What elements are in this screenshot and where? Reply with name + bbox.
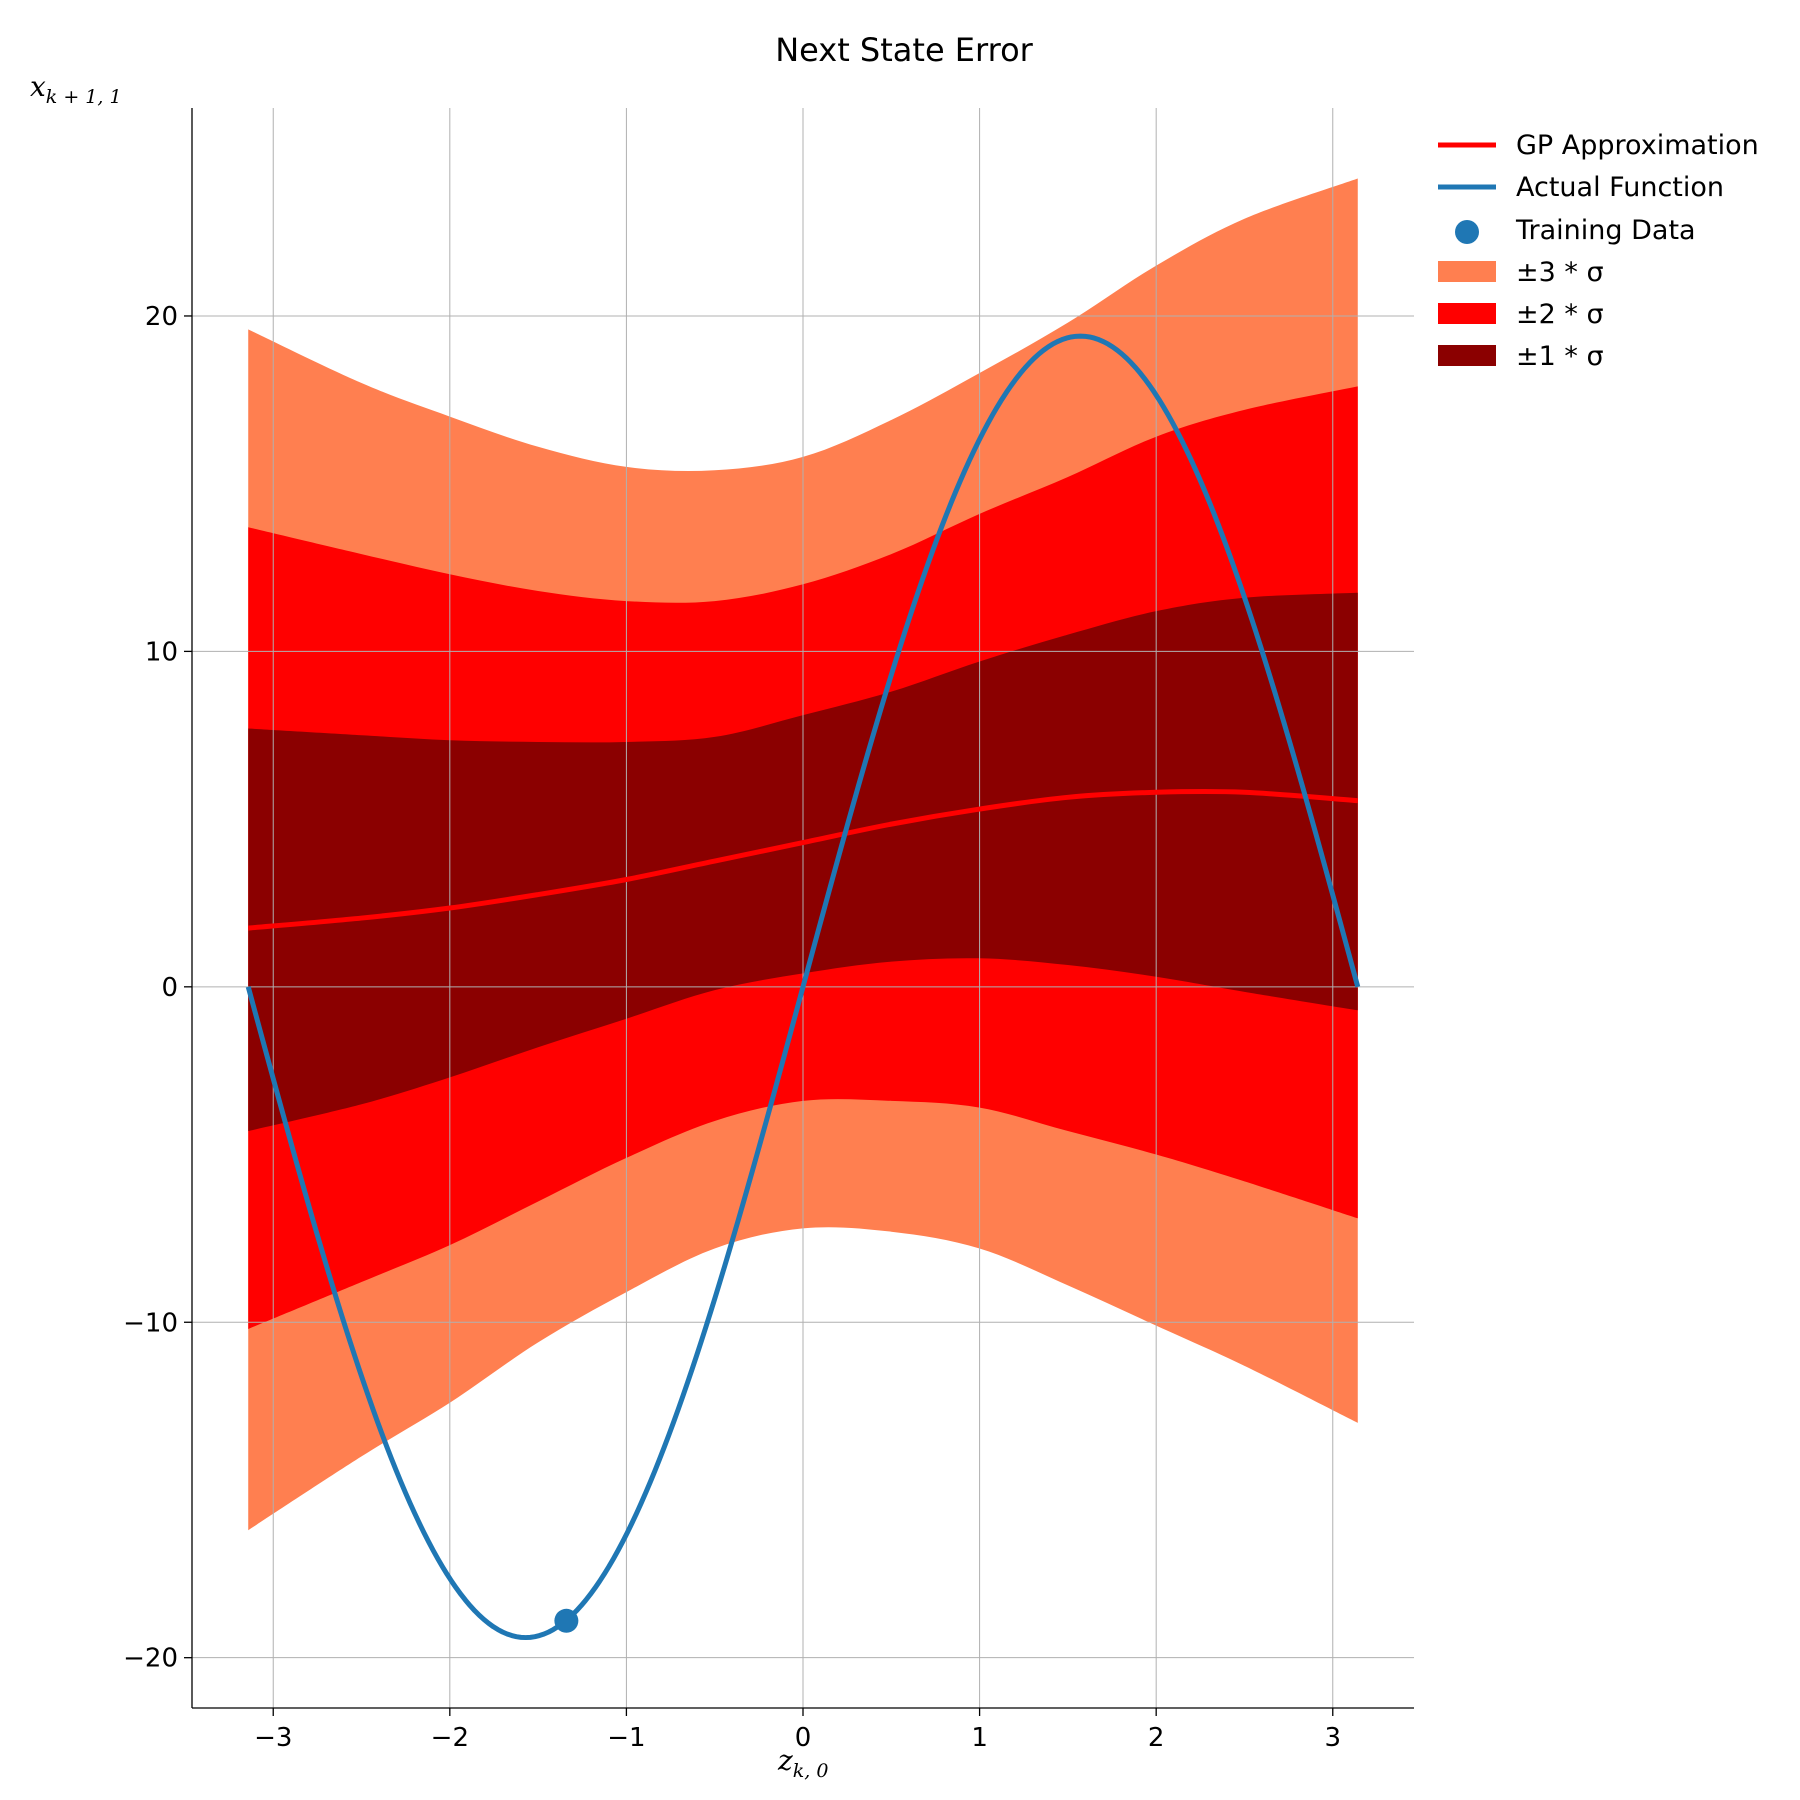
- legend-swatch-2-sigma: [1438, 303, 1496, 324]
- series-gp-approximation: [248, 788, 1358, 931]
- legend-label-actual-function: Actual Function: [1516, 172, 1724, 203]
- legend-label-1-sigma: ±1 * σ: [1516, 341, 1604, 372]
- chart-title: Next State Error: [775, 31, 1033, 69]
- legend-label-3-sigma: ±3 * σ: [1516, 257, 1604, 288]
- legend-label-gp-approximation: GP Approximation: [1516, 130, 1759, 161]
- x-tick-label: −1: [607, 1723, 645, 1753]
- x-axis-label-main: z: [777, 1744, 793, 1777]
- x-tick-label: 1: [971, 1723, 988, 1753]
- x-tick-label: 3: [1324, 1723, 1341, 1753]
- legend-label-training-data: Training Data: [1515, 215, 1696, 246]
- y-axis-label-sub: k + 1, 1: [46, 86, 122, 108]
- series-lines: [245, 333, 1361, 1641]
- legend-swatch-3-sigma: [1438, 261, 1496, 282]
- x-tick-label: 2: [1148, 1723, 1165, 1753]
- legend-swatch-1-sigma: [1438, 345, 1496, 366]
- legend: GP Approximation Actual Function Trainin…: [1438, 130, 1759, 372]
- y-tick-label: 10: [145, 637, 178, 667]
- legend-swatch-training-data: [1455, 220, 1479, 244]
- y-tick-label: 20: [145, 302, 178, 332]
- x-axis-label: zk, 0: [777, 1744, 828, 1782]
- y-axis-label-main: x: [30, 70, 46, 103]
- training-data-point: [554, 1608, 579, 1633]
- legend-label-2-sigma: ±2 * σ: [1516, 299, 1604, 330]
- y-tick-label: −10: [123, 1308, 178, 1338]
- x-tick-label: 0: [795, 1723, 812, 1753]
- x-tick-label: −2: [431, 1723, 469, 1753]
- series-actual-function: [245, 333, 1361, 1641]
- x-tick-label: −3: [254, 1723, 292, 1753]
- y-axis-label: xk + 1, 1: [30, 70, 122, 108]
- y-tick-label: −20: [123, 1644, 178, 1674]
- y-tick-label: 0: [161, 973, 178, 1003]
- x-axis-label-sub: k, 0: [793, 1760, 829, 1782]
